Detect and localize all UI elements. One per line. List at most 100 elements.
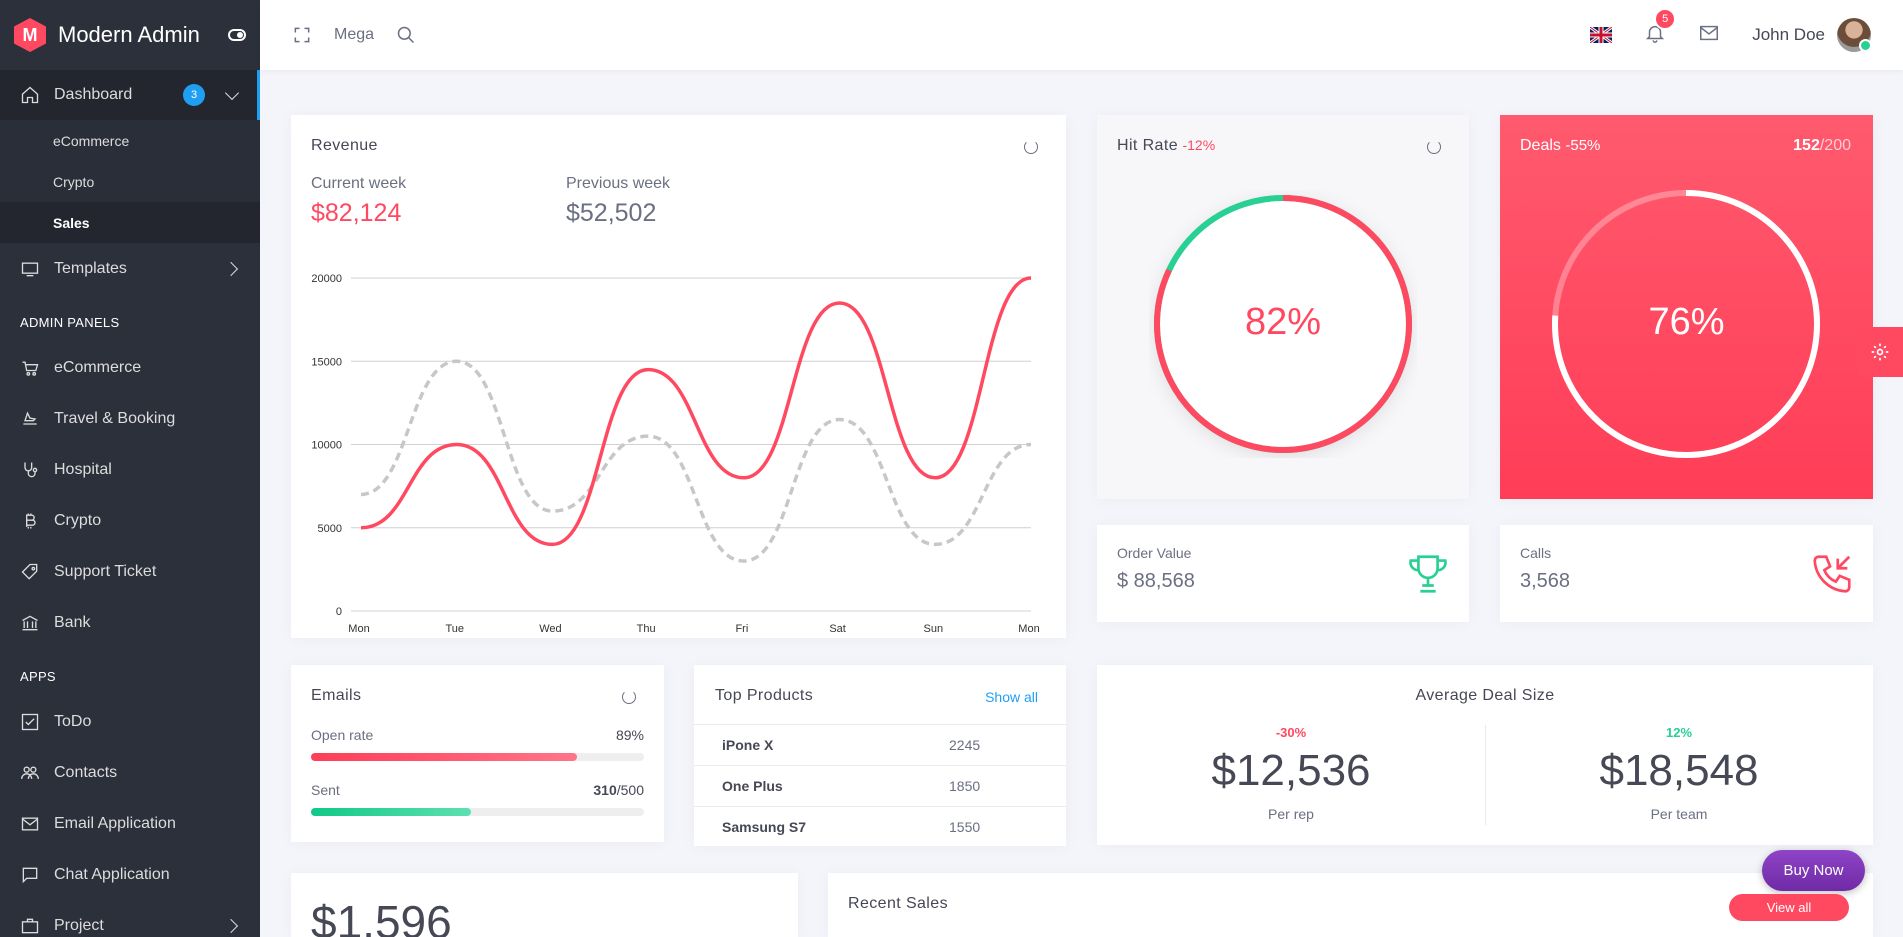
card-title: Hit Rate <box>1117 137 1178 154</box>
sidebar-item-label: Support Ticket <box>54 562 157 580</box>
team-label: Per team <box>1650 806 1708 822</box>
deals-count-total: /200 <box>1819 137 1851 154</box>
home-icon <box>20 85 40 105</box>
sidebar-item-ecommerce[interactable]: eCommerce <box>0 342 260 393</box>
sidebar-subitem-ecommerce[interactable]: eCommerce <box>0 120 260 161</box>
rep-value: $12,536 <box>1211 746 1371 795</box>
search-icon[interactable] <box>396 25 416 45</box>
deals-value: 76% <box>1648 301 1725 343</box>
amount-value: $1,596 <box>311 896 452 937</box>
current-week: Current week $82,124 <box>311 175 406 228</box>
uk-flag-icon[interactable] <box>1590 27 1613 43</box>
sidebar-item-todo[interactable]: ToDo <box>0 696 260 747</box>
table-row[interactable]: iPone X 2245 <box>694 724 1066 765</box>
card-title: Deals <box>1520 137 1561 154</box>
buy-now-button[interactable]: Buy Now <box>1762 850 1865 891</box>
card-title: Average Deal Size <box>1415 687 1555 704</box>
rep-change: -30% <box>1275 725 1307 740</box>
top-products-card: Top Products Show all iPone X 2245 One Pl… <box>694 665 1066 846</box>
calls-value: 3,568 <box>1520 570 1571 592</box>
order-value-card: Order Value $ 88,568 <box>1097 525 1469 622</box>
sidebar-item-crypto[interactable]: Crypto <box>0 495 260 546</box>
chevron-right-icon <box>223 918 239 933</box>
x-tick-label: Mon <box>1018 623 1039 635</box>
refresh-icon[interactable] <box>1024 140 1038 154</box>
sidebar-item-dashboard[interactable]: Dashboard 3 <box>0 70 260 120</box>
sidebar-item-travel[interactable]: Travel & Booking <box>0 393 260 444</box>
show-all-link[interactable]: Show all <box>985 689 1038 705</box>
y-tick-label: 5000 <box>318 523 342 535</box>
sidebar-item-label: Project <box>54 916 104 934</box>
monitor-icon <box>20 259 40 279</box>
mail-icon <box>20 814 40 834</box>
series-line-current <box>360 276 1032 547</box>
sidebar: M Modern Admin Dashboard 3 eCommerce Cry… <box>0 0 260 937</box>
notification-count: 5 <box>1654 7 1677 30</box>
fullscreen-icon[interactable] <box>292 25 312 45</box>
recent-sales-card: Recent Sales <box>828 873 1873 937</box>
x-tick-label: Sat <box>829 623 846 635</box>
product-name: iPone X <box>722 737 774 753</box>
open-rate-bar <box>311 753 644 761</box>
hit-rate-donut <box>1154 195 1412 453</box>
card-title: Top Products <box>715 687 814 704</box>
x-tick-label: Mon <box>348 623 369 635</box>
hit-rate-card: Hit Rate -12% 82% <box>1097 115 1469 499</box>
sidebar-item-templates[interactable]: Templates <box>0 243 260 294</box>
hit-rate-header: Hit Rate -12% <box>1117 137 1215 155</box>
sidebar-subitem-crypto[interactable]: Crypto <box>0 161 260 202</box>
sidebar-item-label: Crypto <box>54 511 102 529</box>
x-tick-label: Tue <box>445 623 464 635</box>
sidebar-item-project[interactable]: Project <box>0 900 260 937</box>
sidebar-item-label: Email Application <box>54 814 176 832</box>
open-rate-value: 89% <box>615 727 644 743</box>
dashboard-badge: 3 <box>183 84 205 106</box>
sidebar-item-contacts[interactable]: Contacts <box>0 747 260 798</box>
current-week-label: Current week <box>311 175 407 192</box>
product-name: Samsung S7 <box>722 819 807 835</box>
tag-icon <box>20 562 40 582</box>
sidebar-item-bank[interactable]: Bank <box>0 597 260 648</box>
sidebar-item-chat[interactable]: Chat Application <box>0 849 260 900</box>
view-all-button[interactable]: View all <box>1729 894 1849 921</box>
sent-value: 310 <box>593 782 617 798</box>
user-menu[interactable]: John Doe <box>1752 18 1872 52</box>
refresh-icon[interactable] <box>622 690 636 704</box>
products-table: iPone X 2245 One Plus 1850 Samsung S7 1550 <box>694 724 1066 847</box>
deals-header: Deals -55% <box>1520 137 1600 155</box>
mail-icon[interactable] <box>1698 22 1720 49</box>
sent: Sent 310/500 <box>311 782 644 816</box>
sidebar-item-support-ticket[interactable]: Support Ticket <box>0 546 260 597</box>
settings-gear-icon[interactable] <box>1857 327 1903 377</box>
sidebar-item-hospital[interactable]: Hospital <box>0 444 260 495</box>
sidebar-toggle-icon[interactable] <box>228 29 246 41</box>
order-value-label: Order Value <box>1117 545 1192 561</box>
sidebar-item-label: eCommerce <box>54 358 142 376</box>
product-value: 2245 <box>949 737 981 753</box>
x-tick-label: Wed <box>539 623 561 635</box>
brand[interactable]: M Modern Admin <box>0 0 260 70</box>
order-value-value: $ 88,568 <box>1117 570 1195 592</box>
refresh-icon[interactable] <box>1427 140 1441 154</box>
table-row[interactable]: One Plus 1850 <box>694 765 1066 806</box>
notifications-bell[interactable]: 5 <box>1644 7 1677 49</box>
sidebar-item-email[interactable]: Email Application <box>0 798 260 849</box>
deals-count: 152/200 <box>1793 137 1851 155</box>
sidebar-item-label: Hospital <box>54 460 112 478</box>
amount-card: $1,596 <box>291 873 798 937</box>
table-row[interactable]: Samsung S7 1550 <box>694 806 1066 847</box>
sidebar-subitem-sales[interactable]: Sales <box>0 202 260 243</box>
logo-icon: M <box>14 18 46 52</box>
revenue-chart: 20000 15000 10000 5000 0 Mon Tue Wed Thu Fri Sat Su… <box>311 273 1039 635</box>
cart-icon <box>20 358 40 378</box>
bitcoin-icon <box>20 511 40 531</box>
y-tick-label: 15000 <box>311 356 342 368</box>
hit-rate-value: 82% <box>1244 301 1322 343</box>
mega-menu[interactable]: Mega <box>334 26 375 43</box>
open-rate: Open rate 89% <box>311 727 644 761</box>
user-name: John Doe <box>1752 25 1825 44</box>
revenue-card: Revenue Current week $82,124 Previous we… <box>291 115 1066 638</box>
chat-icon <box>20 865 40 885</box>
sidebar-item-label: ToDo <box>54 712 92 730</box>
plane-icon <box>20 409 40 429</box>
